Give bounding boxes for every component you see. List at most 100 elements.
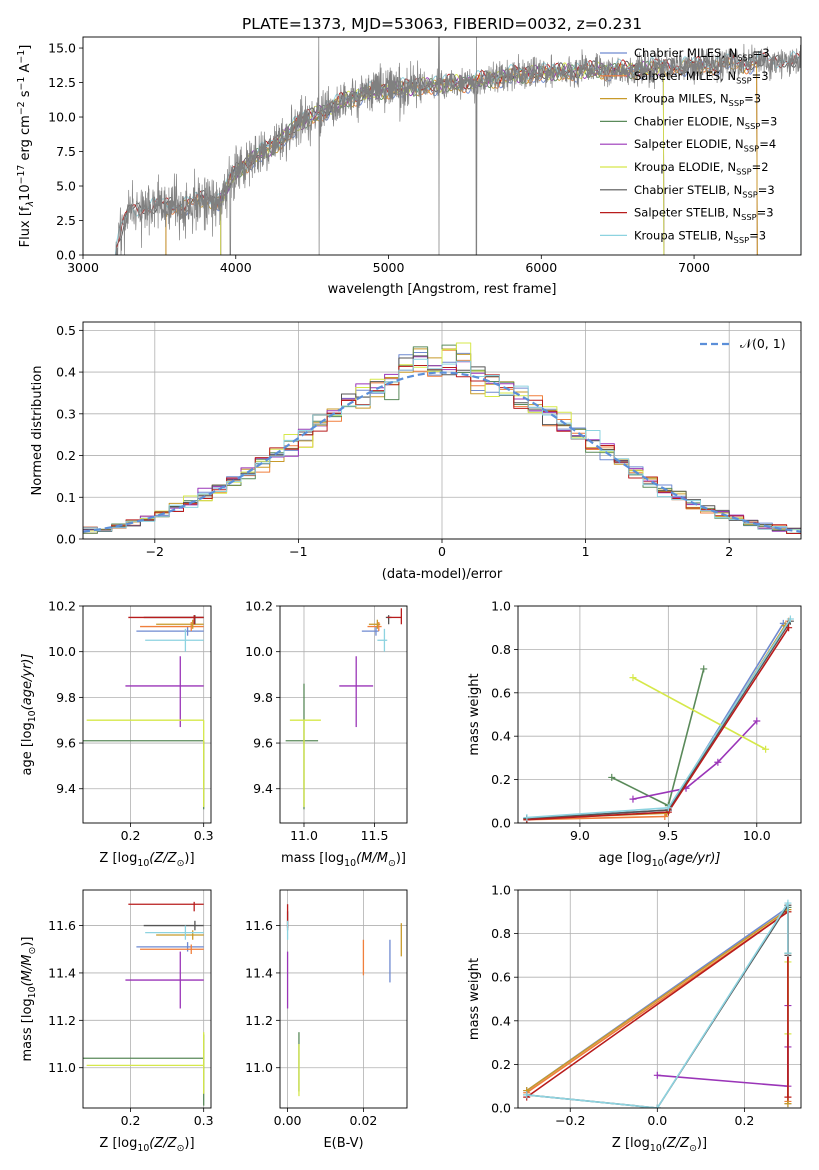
data-point [784, 899, 792, 907]
massweight_vs_age-xlabel: age [log10(age/yr)] [598, 851, 720, 869]
ytick-label: 11.6 [245, 918, 273, 933]
xtick-label: 0.3 [194, 828, 214, 843]
data-point [523, 814, 531, 822]
xtick-label: 0.2 [121, 1113, 141, 1128]
xtick-label: 11.0 [290, 828, 318, 843]
data-point [608, 773, 616, 781]
ytick-label: 11.2 [48, 1013, 76, 1028]
errorbar-point [128, 901, 204, 912]
ytick-label: 9.6 [253, 736, 273, 751]
ytick-label: 11.4 [245, 965, 273, 980]
ytick-label: 10.0 [48, 110, 76, 125]
errorbar-point [125, 951, 204, 1009]
figure-title: PLATE=1373, MJD=53063, FIBERID=0032, z=0… [242, 15, 642, 33]
legend-entry: Salpeter STELIB, NSSP=3 [634, 206, 774, 222]
legend-entry: Kroupa ELODIE, NSSP=2 [634, 160, 769, 176]
data-point [629, 674, 637, 682]
errorbar-point [86, 1032, 205, 1094]
residuals-panel: −2 −1 0 1 2 0.0 0.1 0.2 0.3 0.4 0.5 𝒩(0, 1) (data-mo… [30, 321, 802, 582]
xtick-label: 9.0 [570, 828, 590, 843]
normal-curve [83, 371, 801, 533]
ytick-label: 0.0 [491, 1101, 511, 1116]
xtick-label: 7000 [678, 260, 710, 275]
mass_vs_ebv-frame [279, 889, 408, 1109]
xtick-label: 11.5 [361, 828, 389, 843]
xtick-label: 5000 [373, 260, 405, 275]
xtick-label: 1 [582, 544, 590, 559]
age_vs_Z-frame [82, 605, 212, 824]
ytick-label: 9.4 [56, 781, 76, 796]
errorbar-point [156, 619, 204, 629]
errorbar-point [339, 656, 374, 728]
age_vs_Z-ticks: 0.2 0.3 9.4 9.6 9.8 10.0 10.2 [48, 599, 213, 844]
spectrum-frame [82, 36, 802, 256]
data-point [629, 795, 637, 803]
xtick-label: 4000 [220, 260, 252, 275]
legend-entry: Salpeter ELODIE, NSSP=4 [634, 137, 776, 153]
errorbar-point [156, 930, 204, 940]
massweight_vs_Z-ticks: −0.2 0.0 0.2 0.0 0.2 0.4 0.6 0.8 1.0 [491, 883, 754, 1129]
ytick-label: 7.5 [56, 144, 76, 159]
residuals-plot-area [83, 342, 801, 539]
age_vs_mass-plot-area [285, 608, 403, 810]
data-point [653, 1071, 661, 1079]
ytick-label: 0.2 [491, 772, 511, 787]
data-spectrum-line [115, 37, 801, 255]
data-point [653, 1104, 661, 1108]
series-line [526, 902, 789, 1108]
ytick-label: 5.0 [56, 179, 76, 194]
mass_vs_Z-plot-area [83, 901, 205, 1106]
xtick-label: 3000 [67, 260, 99, 275]
errorbar-point [289, 719, 321, 808]
ytick-label: 10.0 [48, 644, 76, 659]
massweight_vs_Z-panel: −0.2 0.0 0.2 0.0 0.2 0.4 0.6 0.8 1.0 Z [log10(Z/Z… [467, 883, 802, 1154]
xtick-label: 0.2 [734, 1113, 754, 1128]
ytick-label: 9.8 [56, 690, 76, 705]
errorbar-point [136, 942, 204, 952]
xtick-label: 0.2 [121, 828, 141, 843]
residuals-ticks: −2 −1 0 1 2 0.0 0.1 0.2 0.3 0.4 0.5 [56, 323, 733, 559]
errorbar-point [125, 656, 204, 728]
errorbar-point [145, 925, 204, 940]
xtick-label: 6000 [525, 260, 557, 275]
residuals-frame [82, 321, 802, 540]
massweight_vs_Z-ylabel: mass weight [467, 958, 482, 1040]
ytick-label: 0.4 [491, 1013, 511, 1028]
residuals-ylabel: Normed distribution [30, 366, 45, 496]
xtick-label: −0.2 [555, 1113, 585, 1128]
mass_vs_Z-panel: 0.2 0.3 11.0 11.2 11.4 11.6 Z [log10(Z/Z⊙)] mas… [20, 889, 214, 1154]
mass_vs_ebv-plot-area [286, 904, 402, 1097]
ytick-label: 15.0 [48, 41, 76, 56]
errorbar-point [140, 944, 204, 954]
ytick-label: 11.6 [48, 918, 76, 933]
xtick-label: 0 [438, 544, 446, 559]
xtick-label: 2 [725, 544, 733, 559]
spectrum-xlabel: wavelength [Angstrom, rest frame] [328, 282, 557, 297]
xtick-label: 0.00 [274, 1113, 302, 1128]
xtick-label: 0.02 [349, 1113, 377, 1128]
errorbar-point [387, 608, 403, 625]
massweight_vs_age-panel: 9.0 9.5 10.0 0.0 0.2 0.4 0.6 0.8 1.0 age [log10(a… [467, 599, 802, 869]
age_vs_mass-grid [280, 605, 407, 823]
ytick-label: 11.2 [245, 1013, 273, 1028]
data-point [664, 804, 672, 812]
ytick-label: 9.8 [253, 690, 273, 705]
legend-entry: Salpeter MILES, NSSP=3 [634, 69, 769, 85]
legend-entry: Chabrier ELODIE, NSSP=3 [634, 114, 777, 130]
data-point [753, 717, 761, 725]
age_vs_mass-panel: 11.0 11.5 9.4 9.6 9.8 10.0 10.2 mass [log10(M/M… [245, 599, 408, 869]
massweight_vs_age-frame [517, 605, 802, 824]
legend-entry: Chabrier STELIB, NSSP=3 [634, 183, 775, 199]
data-point [784, 1093, 792, 1101]
errorbar-point [361, 626, 379, 636]
errorbar-point [368, 619, 381, 629]
mass_vs_Z-frame [82, 889, 212, 1109]
mass_vs_ebv-ticks: 0.00 0.02 11.0 11.2 11.4 11.6 [245, 918, 377, 1128]
spectrum-plot-area [115, 37, 801, 255]
data-point [523, 1091, 531, 1099]
data-point [784, 949, 792, 957]
data-point [785, 624, 793, 632]
ytick-label: 10.2 [48, 599, 76, 614]
ytick-label: 0.0 [56, 532, 76, 547]
spectrum-legend: Chabrier MILES, NSSP=3 Salpeter MILES, NS… [600, 46, 777, 245]
